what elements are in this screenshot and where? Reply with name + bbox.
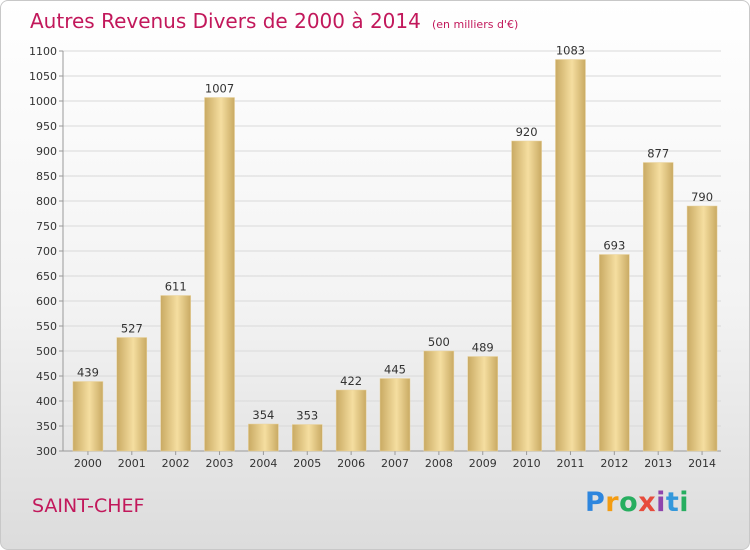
x-tick-label: 2007: [381, 457, 409, 470]
y-tick-label: 350: [36, 420, 57, 433]
value-label: 500: [428, 335, 450, 349]
value-label: 920: [516, 125, 538, 139]
bar: [160, 295, 191, 452]
title-row: Autres Revenus Divers de 2000 à 2014 (en…: [30, 9, 518, 33]
x-tick-label: 2006: [337, 457, 365, 470]
y-tick-label: 800: [36, 195, 57, 208]
value-label: 489: [472, 341, 494, 355]
value-label: 445: [384, 363, 406, 377]
bar: [204, 97, 235, 452]
bar: [292, 424, 323, 452]
y-tick-label: 1000: [29, 95, 57, 108]
bar: [555, 59, 586, 452]
y-tick-label: 400: [36, 395, 57, 408]
x-tick-label: 2008: [425, 457, 453, 470]
value-label: 790: [691, 190, 713, 204]
value-label: 877: [647, 147, 669, 161]
y-tick-label: 600: [36, 295, 57, 308]
value-label: 527: [121, 322, 143, 336]
value-label: 354: [252, 408, 274, 422]
value-label: 1007: [205, 82, 234, 96]
y-tick-label: 450: [36, 370, 57, 383]
logo-letter: r: [605, 487, 620, 518]
chart-subtitle: (en milliers d'€): [431, 18, 519, 31]
commune-name: SAINT-CHEF: [32, 495, 145, 517]
x-tick-label: 2000: [74, 457, 102, 470]
x-tick-label: 2012: [600, 457, 628, 470]
bar: [72, 381, 104, 452]
bar: [686, 205, 718, 452]
bar: [379, 378, 411, 452]
y-tick-label: 850: [36, 170, 57, 183]
logo-letter: P: [585, 487, 606, 518]
bar: [423, 350, 455, 452]
chart-title: Autres Revenus Divers de 2000 à 2014: [30, 9, 421, 33]
value-label: 353: [296, 409, 318, 423]
logo-letter: i: [656, 487, 666, 518]
y-tick-label: 750: [36, 220, 57, 233]
y-tick-label: 1100: [29, 45, 57, 58]
y-tick-labels: 300 350 400 450 500 550 600 650 700 750 800 850 900 9…: [29, 45, 57, 458]
bars: [72, 59, 718, 452]
logo-letter: t: [665, 487, 680, 518]
x-tick-label: 2005: [293, 457, 321, 470]
y-tick-label: 500: [36, 345, 57, 358]
x-tick-label: 2009: [469, 457, 497, 470]
logo-letter: i: [679, 487, 690, 518]
value-label: 1083: [556, 44, 585, 58]
y-tick-label: 650: [36, 270, 57, 283]
x-tick-label: 2002: [162, 457, 190, 470]
y-tick-label: 700: [36, 245, 57, 258]
x-tick-label: 2013: [644, 457, 672, 470]
x-tick-label: 2001: [118, 457, 146, 470]
bar: [467, 356, 498, 452]
bar: [511, 140, 542, 452]
x-tick-label: 2004: [249, 457, 277, 470]
bar: [599, 254, 630, 452]
y-tick-label: 900: [36, 145, 57, 158]
y-tick-label: 550: [36, 320, 57, 333]
x-tick-label: 2010: [513, 457, 541, 470]
value-label: 693: [603, 239, 625, 253]
logo-letter: o: [619, 487, 639, 518]
x-tick-label: 2014: [688, 457, 716, 470]
x-tick-label: 2011: [556, 457, 584, 470]
value-labels: 439 527 611 1007 354 353 422 445 500 489 920 1083 69…: [77, 44, 713, 423]
bar: [642, 162, 674, 452]
bar: [116, 337, 148, 452]
x-tick-labels: 2000 2001 2002 2003 2004 2005 2006 2007 2008 2009…: [74, 457, 716, 470]
value-label: 422: [340, 374, 362, 388]
value-label: 611: [165, 280, 187, 294]
y-tick-label: 1050: [29, 70, 57, 83]
bar: [335, 389, 367, 452]
logo-letter: x: [638, 487, 657, 518]
y-tick-label: 950: [36, 120, 57, 133]
bar: [248, 423, 279, 452]
proxiti-logo: Proxiti: [585, 487, 689, 518]
value-label: 439: [77, 366, 99, 380]
x-tick-label: 2003: [206, 457, 234, 470]
y-tick-label: 300: [36, 445, 57, 458]
